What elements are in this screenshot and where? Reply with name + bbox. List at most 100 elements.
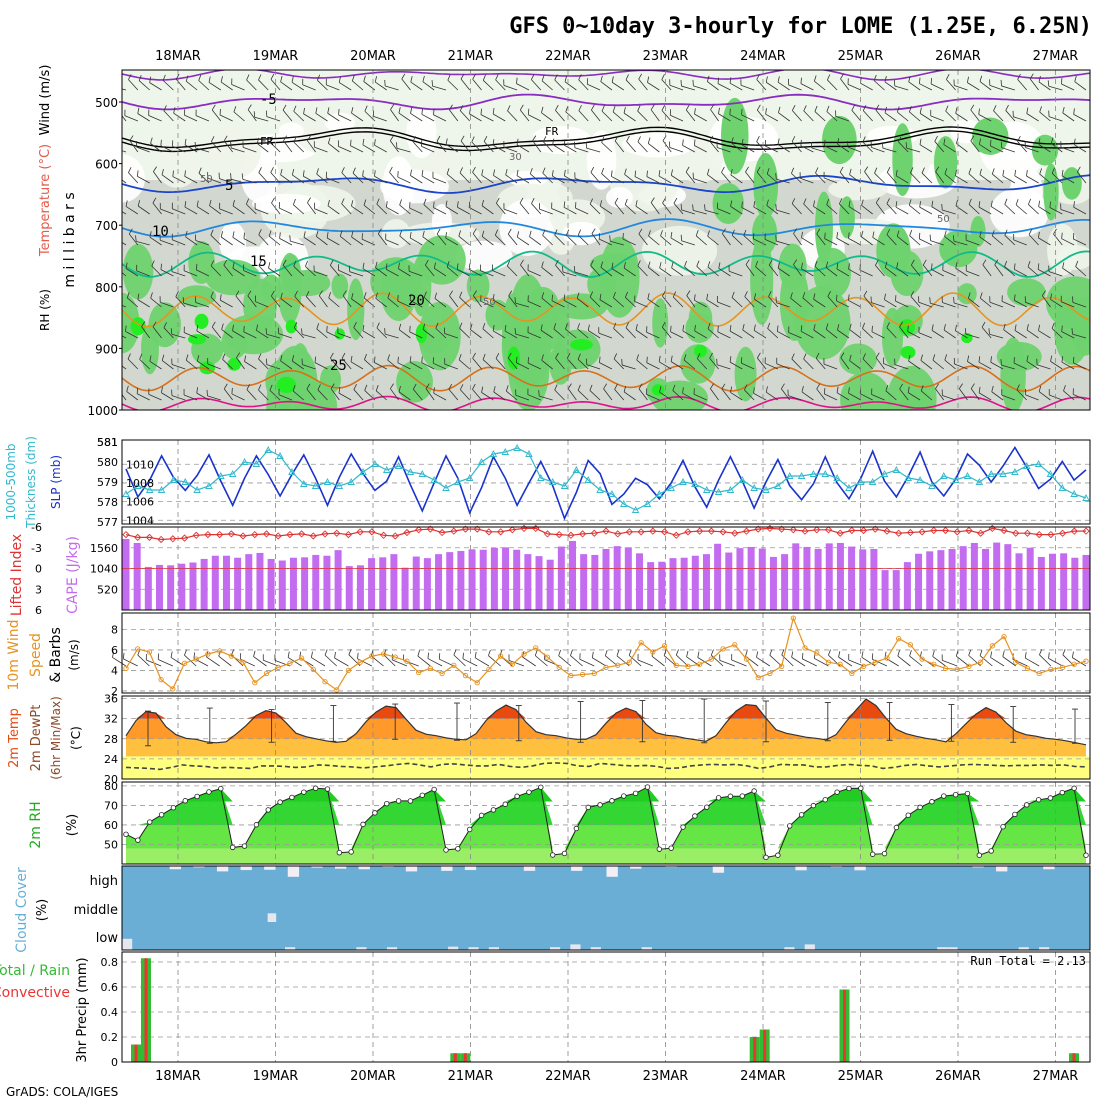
wind-barb xyxy=(161,392,174,401)
wind-barb xyxy=(472,172,482,184)
wind-barb xyxy=(1025,147,1039,153)
cloud-middle-cell xyxy=(584,893,594,922)
wind-speed-point xyxy=(743,656,750,662)
lifted-index-point xyxy=(169,535,177,543)
wind-barb xyxy=(793,233,802,246)
cape-bar xyxy=(714,543,722,610)
wind-barb-flag xyxy=(541,354,544,361)
wind-barb xyxy=(741,144,755,153)
wind-barb xyxy=(316,236,328,246)
rh2m-point xyxy=(893,824,900,831)
cloud-middle-cell xyxy=(1055,893,1065,922)
wind-barb xyxy=(875,265,885,277)
wind-barb xyxy=(242,178,257,184)
cloud-high-bar xyxy=(487,866,501,893)
wind-barb xyxy=(1026,361,1039,370)
wind-barb-flag xyxy=(768,291,772,297)
wind-barb xyxy=(979,174,992,184)
wind-barb xyxy=(979,655,993,667)
wind-barb xyxy=(895,206,909,215)
cloud-middle-cell xyxy=(944,893,954,922)
wind-barb xyxy=(1017,79,1028,91)
wind-barb-flag xyxy=(909,650,912,657)
wind-barb xyxy=(392,659,408,667)
wind-barb xyxy=(383,654,396,667)
wind-barb xyxy=(1001,301,1016,308)
wind-barb xyxy=(236,357,245,370)
wind-barb-flag xyxy=(837,324,840,331)
wind-barb xyxy=(707,266,719,277)
wind-barb xyxy=(757,109,767,122)
wind-barb xyxy=(435,328,447,339)
wind-barb xyxy=(539,395,553,401)
cloud-high-bar xyxy=(594,866,607,893)
rh2m-unit-label: (%) xyxy=(65,814,80,837)
cloud-low-cell xyxy=(346,922,357,950)
wind-barb-flag xyxy=(350,355,353,362)
wind-barb-flag xyxy=(459,322,463,329)
wind-barb-flag xyxy=(637,136,641,142)
wind-barb xyxy=(515,394,530,401)
cape-bar xyxy=(948,548,956,610)
rh2m-point xyxy=(407,798,414,804)
wind-barb xyxy=(860,82,873,91)
wind-barb xyxy=(447,79,459,91)
wind-barb xyxy=(328,297,340,308)
wind-barb xyxy=(185,359,198,370)
rh-saturated-patch xyxy=(276,376,297,393)
wind-barb xyxy=(270,172,281,184)
wind-barb xyxy=(158,659,173,667)
wind-barb-flag xyxy=(519,104,524,111)
wind-barb-flag xyxy=(175,291,179,297)
wind-barb-flag xyxy=(839,166,844,173)
lifted-index-point xyxy=(508,526,516,534)
cloud-low-cell xyxy=(549,922,561,950)
wind-barb-flag xyxy=(874,167,878,174)
wind-barb-flag xyxy=(905,142,908,149)
wind-barb-flag xyxy=(1047,80,1050,87)
thickness-point xyxy=(691,480,699,487)
thickness-point xyxy=(465,474,474,481)
thickness-point xyxy=(797,472,806,479)
wind-barb xyxy=(507,357,518,370)
wind-barb xyxy=(682,144,696,153)
wind-barb-flag xyxy=(614,135,619,142)
wind-barb xyxy=(717,331,731,339)
wind-barb xyxy=(801,237,814,246)
wind-barb-flag xyxy=(245,198,250,205)
cape-bar xyxy=(725,552,733,610)
cape-side-label: CAPE (J/kg) xyxy=(65,536,81,614)
wind-barb-flag xyxy=(682,324,685,331)
wind-barb xyxy=(815,172,826,184)
wind-barb xyxy=(814,111,826,122)
rh2m-point xyxy=(384,800,390,807)
wind-barb xyxy=(555,265,565,277)
rh2m-point xyxy=(312,785,319,791)
rh2m-point xyxy=(170,805,177,811)
cloud-middle-cell xyxy=(1038,893,1048,922)
wind-barb-flag xyxy=(541,106,544,113)
wind-barb-flag xyxy=(696,260,700,267)
lifted-index-point xyxy=(590,529,598,537)
wind-barb xyxy=(672,390,684,401)
thickness-point xyxy=(193,486,201,493)
thickness-point xyxy=(537,474,545,481)
wind-barb-flag xyxy=(840,73,844,80)
wind-barb xyxy=(1015,204,1028,215)
wind-speed-point xyxy=(181,660,188,666)
wind-barb xyxy=(765,81,779,91)
lifted-tick-label: 0 xyxy=(35,563,42,576)
rh2m-point xyxy=(656,846,663,852)
wind-barb-flag xyxy=(253,111,256,118)
wind-barb-flag xyxy=(492,139,495,146)
wind-barb xyxy=(671,175,684,184)
wind-barb xyxy=(707,328,719,339)
wind-barb xyxy=(930,240,944,246)
wind-barb xyxy=(481,205,494,215)
wind-barb xyxy=(184,206,198,215)
isotherm-25 xyxy=(122,364,1090,392)
wind-barb xyxy=(492,113,506,122)
wind-barb-flag xyxy=(223,383,228,390)
lifted-index-point xyxy=(813,526,821,534)
wind-barb xyxy=(480,114,494,122)
